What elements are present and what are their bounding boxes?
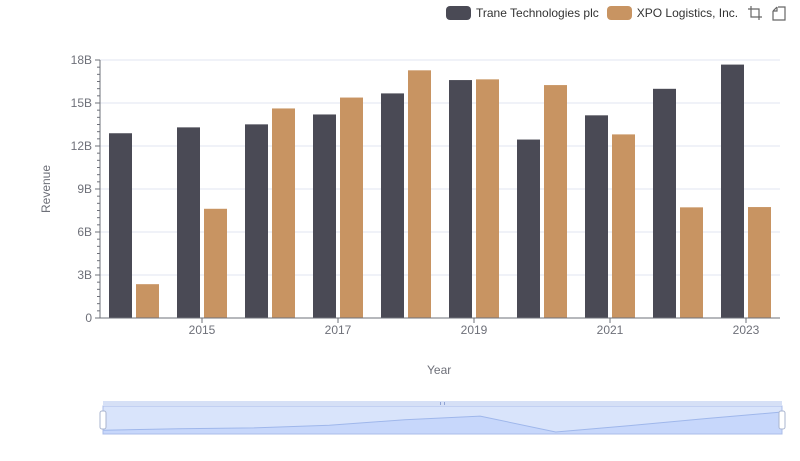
legend-item-trane[interactable]: Trane Technologies plc xyxy=(446,6,599,20)
zoom-move-bar xyxy=(103,401,782,406)
bar-xpo xyxy=(748,207,771,318)
legend-swatch-trane xyxy=(446,6,471,20)
bar-xpo xyxy=(340,97,363,318)
zoom-preview-line xyxy=(102,411,783,433)
y-tick-label: 3B xyxy=(77,268,92,282)
bar-xpo xyxy=(408,70,431,318)
x-axis-title: Year xyxy=(427,363,452,377)
legend-swatch-xpo xyxy=(606,6,632,20)
bar-trane xyxy=(721,64,744,318)
bar-xpo xyxy=(204,208,227,318)
bar-trane xyxy=(245,124,268,319)
bar-trane xyxy=(517,139,540,318)
y-tick-label: 15B xyxy=(71,96,92,110)
bar-xpo xyxy=(544,85,567,318)
y-tick-label: 6B xyxy=(77,225,92,239)
x-tick-label: 2023 xyxy=(733,323,760,337)
bar-trane xyxy=(109,133,132,318)
bar-xpo xyxy=(612,134,635,318)
x-tick-label: 2021 xyxy=(597,323,624,337)
x-tick-label: 2019 xyxy=(461,323,488,337)
zoom-selection xyxy=(102,405,783,435)
zoom-preview-area xyxy=(103,412,782,434)
bar-xpo xyxy=(476,79,499,318)
bar-xpo xyxy=(136,284,159,318)
restore-icon[interactable] xyxy=(771,5,787,21)
bar-trane xyxy=(177,127,200,318)
legend: Trane Technologies plc XPO Logistics, In… xyxy=(446,4,746,22)
y-tick-label: 12B xyxy=(71,139,92,153)
zoom-icon[interactable] xyxy=(747,5,763,21)
bar-xpo xyxy=(272,108,295,319)
legend-label-xpo: XPO Logistics, Inc. xyxy=(636,6,739,20)
zoom-handle-right[interactable] xyxy=(778,410,786,430)
y-tick-label: 18B xyxy=(71,53,92,67)
bar-trane xyxy=(381,93,404,318)
y-axis-title: Revenue xyxy=(39,164,53,214)
data-zoom-slider[interactable] xyxy=(99,401,786,435)
bar-trane xyxy=(449,80,472,318)
bar-trane xyxy=(313,114,336,318)
legend-label-trane: Trane Technologies plc xyxy=(476,6,599,20)
x-tick-label: 2015 xyxy=(189,323,216,337)
zoom-handle-left[interactable] xyxy=(99,410,107,430)
y-tick-label: 9B xyxy=(77,182,92,196)
bar-trane xyxy=(653,88,676,318)
bar-trane xyxy=(585,115,608,319)
x-tick-label: 2017 xyxy=(325,323,352,337)
y-tick-label: 0 xyxy=(85,311,92,325)
toolbox xyxy=(747,5,787,21)
legend-item-xpo[interactable]: XPO Logistics, Inc. xyxy=(606,6,739,20)
bar-xpo xyxy=(680,207,703,318)
